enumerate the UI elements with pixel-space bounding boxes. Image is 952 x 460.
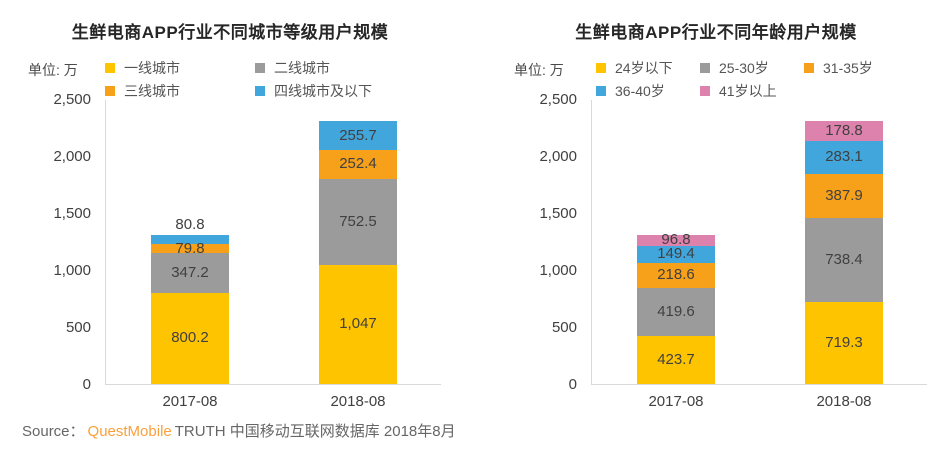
legend-swatch-icon	[700, 85, 710, 96]
legend-label: 四线城市及以下	[274, 82, 372, 99]
bar-segment	[151, 253, 229, 293]
bar-segment	[319, 264, 397, 384]
y-tick-label: 1,000	[53, 262, 91, 279]
y-tick-label: 500	[551, 319, 577, 336]
x-axis-label: 2018-08	[816, 393, 872, 410]
legend-item: 24岁以下	[596, 56, 700, 79]
bar-segment	[805, 302, 883, 384]
y-tick-label: 1,000	[539, 262, 577, 279]
legend-item: 二线城市	[255, 56, 405, 79]
bar-segment	[319, 178, 397, 265]
bar-segment	[319, 120, 397, 151]
bar-segment	[151, 292, 229, 384]
legend-label: 二线城市	[274, 59, 330, 76]
legend-label: 36-40岁	[615, 82, 665, 99]
x-axis-label: 2017-08	[162, 393, 218, 410]
bar-segment	[805, 141, 883, 174]
y-tick-label: 500	[65, 319, 91, 336]
y-tick-label: 0	[568, 376, 577, 393]
legend-label: 一线城市	[124, 59, 180, 76]
data-label: 252.4	[339, 155, 377, 173]
data-label: 178.8	[825, 122, 863, 140]
chart-panel-age: 生鲜电商APP行业不同年龄用户规模 单位: 万 24岁以下 25-30岁 31-35…	[496, 12, 936, 412]
bar-segment	[805, 217, 883, 302]
legend-swatch-icon	[105, 62, 115, 73]
data-label: 79.8	[175, 239, 205, 257]
legend: 24岁以下 25-30岁 31-35岁 36-40岁 41岁以上	[596, 56, 918, 102]
data-label: 387.9	[825, 186, 863, 204]
y-tick-label: 1,500	[539, 205, 577, 222]
source-suffix: TRUTH 中国移动互联网数据库 2018年8月	[174, 423, 456, 440]
legend-label: 25-30岁	[719, 59, 769, 76]
source-prefix: Source：	[22, 423, 85, 440]
unit-label: 单位: 万	[514, 62, 564, 78]
y-tick-label: 1,500	[53, 205, 91, 222]
y-tick-label: 2,000	[53, 148, 91, 165]
data-label: 1,047	[339, 315, 377, 333]
x-axis-label: 2018-08	[330, 393, 386, 410]
bar-segment	[637, 335, 715, 384]
legend-swatch-icon	[255, 85, 265, 96]
legend-label: 24岁以下	[615, 59, 673, 76]
legend-swatch-icon	[700, 62, 710, 73]
data-label: 719.3	[825, 334, 863, 351]
bar-segment	[151, 244, 229, 254]
bar-segment	[637, 234, 715, 246]
y-tick-label: 2,500	[539, 91, 577, 108]
source-brand-questmobile: QuestMobile	[87, 423, 172, 440]
legend-item: 41岁以上	[700, 79, 804, 102]
unit-label: 单位: 万	[28, 62, 78, 78]
plot-area: 423.7 419.6 218.6 149.4 96.8 2017-08 719.3 738.…	[591, 100, 927, 410]
bar-segment	[151, 234, 229, 245]
bar-segment	[637, 287, 715, 336]
stacked-bar-2018-08: 719.3 738.4 387.9 283.1 178.8	[805, 120, 883, 384]
legend: 一线城市 二线城市三线城市 四线城市及以下	[105, 56, 415, 102]
stacked-bar-2018-08: 1,047 752.5 252.4 255.7	[319, 120, 397, 384]
legend-item: 36-40岁	[596, 79, 700, 102]
bar-segment	[805, 173, 883, 218]
data-label: 218.6	[657, 266, 695, 284]
plot-area: 800.2 347.2 79.8 80.8 2017-08 1,047 752.5 252.4…	[105, 100, 441, 410]
legend-swatch-icon	[804, 62, 814, 73]
chart-panel-city-tier: 生鲜电商APP行业不同城市等级用户规模 单位: 万 一线城市 二线城市三线城市 四线…	[10, 12, 450, 412]
y-axis: 2,500 2,000 1,500 1,000 500 0	[496, 91, 584, 393]
bar-segment	[319, 150, 397, 179]
legend-label: 三线城市	[124, 82, 180, 99]
data-label: 800.2	[171, 329, 209, 347]
legend-item: 25-30岁	[700, 56, 804, 79]
bar-segment	[637, 245, 715, 263]
data-label: 96.8	[661, 231, 691, 249]
data-label: 255.7	[339, 126, 377, 144]
legend-swatch-icon	[105, 85, 115, 96]
chart-title: 生鲜电商APP行业不同年龄用户规模	[575, 23, 857, 42]
legend-item: 31-35岁	[804, 56, 908, 79]
data-label: 80.8	[175, 215, 205, 233]
legend-item: 三线城市	[105, 79, 255, 102]
data-label: 347.2	[171, 264, 209, 281]
y-tick-label: 2,000	[539, 148, 577, 165]
y-tick-label: 0	[82, 376, 91, 393]
legend-label: 31-35岁	[823, 59, 873, 76]
legend-swatch-icon	[596, 85, 606, 96]
legend-swatch-icon	[596, 62, 606, 73]
x-axis-label: 2017-08	[648, 393, 704, 410]
data-label: 423.7	[657, 350, 695, 368]
bar-segment	[637, 262, 715, 288]
data-label: 752.5	[339, 212, 377, 230]
legend-item: 一线城市	[105, 56, 255, 79]
data-label: 419.6	[657, 302, 695, 320]
legend-swatch-icon	[255, 62, 265, 73]
stacked-bar-2017-08: 423.7 419.6 218.6 149.4 96.8	[637, 231, 715, 384]
legend-item: 四线城市及以下	[255, 79, 405, 102]
chart-title: 生鲜电商APP行业不同城市等级用户规模	[71, 23, 389, 42]
source-line: Source： QuestMobile TRUTH 中国移动互联网数据库 2018年…	[22, 420, 456, 441]
y-axis: 2,500 2,000 1,500 1,000 500 0	[10, 91, 98, 393]
legend-label: 41岁以上	[719, 82, 777, 99]
data-label: 149.4	[657, 245, 695, 263]
data-label: 738.4	[825, 250, 863, 268]
y-tick-label: 2,500	[53, 91, 91, 108]
bar-segment	[805, 120, 883, 142]
data-label: 283.1	[825, 148, 863, 166]
stacked-bar-2017-08: 800.2 347.2 79.8 80.8	[151, 216, 229, 384]
